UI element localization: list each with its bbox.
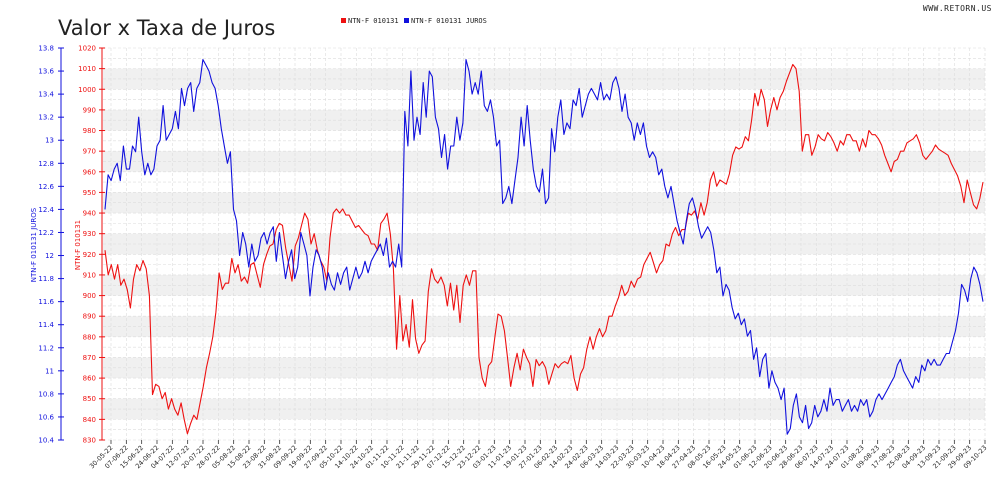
inner-y-tick-label: 940	[83, 210, 96, 218]
inner-y-tick-label: 920	[83, 251, 96, 259]
inner-y-tick-label: 1010	[78, 65, 96, 73]
inner-y-tick-label: 910	[83, 271, 96, 279]
outer-y-tick-label: 12.8	[38, 160, 54, 168]
outer-y-ticks: 13.8 13.6 13.4 13.2 13 12.8 12.6 12.4 12.2 12 11.8…	[38, 45, 64, 445]
outer-y-tick-label: 11.4	[38, 321, 54, 329]
inner-y-tick-label: 860	[83, 375, 96, 383]
outer-y-tick-label: 13.6	[38, 68, 54, 76]
outer-y-tick-label: 10.8	[38, 390, 54, 398]
outer-y-tick-label: 11.2	[38, 344, 54, 352]
outer-y-tick-label: 13.8	[38, 45, 54, 53]
outer-y-tick-label: 11.8	[38, 275, 54, 283]
outer-y-tick-label: 12.6	[38, 183, 54, 191]
outer-y-tick-label: 12.2	[38, 229, 54, 237]
site-label: WWW.RETORN.US	[923, 4, 992, 13]
inner-y-tick-label: 1000	[78, 86, 96, 94]
x-ticks: 30-05-2207-06-2215-06-2224-06-2204-07-22…	[88, 440, 988, 470]
legend-label-yield: NTN-F 010131 JUROS	[411, 17, 487, 25]
inner-y-tick-label: 880	[83, 333, 96, 341]
chart-title: Valor x Taxa de Juros	[58, 16, 275, 40]
inner-y-tick-label: 990	[83, 106, 96, 114]
outer-y-tick-label: 13	[45, 137, 54, 145]
legend-swatch-yield	[404, 18, 409, 23]
inner-axis-label: NTN-F 010131	[74, 220, 82, 270]
legend-swatch-price	[341, 18, 346, 23]
inner-y-tick-label: 840	[83, 416, 96, 424]
inner-y-tick-label: 980	[83, 127, 96, 135]
outer-y-tick-label: 12.4	[38, 206, 54, 214]
outer-y-tick-label: 11.6	[38, 298, 54, 306]
inner-y-tick-label: 830	[83, 437, 96, 445]
inner-y-tick-label: 870	[83, 354, 96, 362]
inner-y-tick-label: 960	[83, 168, 96, 176]
outer-y-tick-label: 10.4	[38, 437, 54, 445]
inner-y-tick-label: 930	[83, 230, 96, 238]
legend-label-price: NTN-F 010131	[348, 17, 399, 25]
inner-y-tick-label: 1020	[78, 45, 96, 53]
outer-y-tick-label: 12	[45, 252, 54, 260]
series-line-yield	[104, 58, 984, 435]
series-line-price	[104, 63, 984, 435]
outer-y-tick-label: 13.4	[38, 91, 54, 99]
outer-y-tick-label: 13.2	[38, 114, 54, 122]
inner-y-tick-label: 900	[83, 292, 96, 300]
inner-y-tick-label: 890	[83, 313, 96, 321]
outer-axis-label: NTN-F 010131 JUROS	[30, 207, 38, 282]
legend: NTN-F 010131 NTN-F 010131 JUROS	[341, 17, 487, 25]
inner-y-tick-label: 970	[83, 148, 96, 156]
inner-y-ticks: 1020 1010 1000 990 980 970 960 950 940 930 920 910 9…	[78, 45, 105, 445]
inner-y-tick-label: 950	[83, 189, 96, 197]
outer-y-tick-label: 10.6	[38, 413, 54, 421]
grid-lines	[103, 47, 986, 441]
outer-y-tick-label: 11	[45, 367, 54, 375]
inner-y-tick-label: 850	[83, 395, 96, 403]
